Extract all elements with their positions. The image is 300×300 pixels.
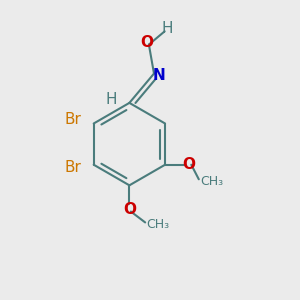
Text: N: N bbox=[153, 68, 166, 83]
Text: CH₃: CH₃ bbox=[147, 218, 170, 231]
Text: H: H bbox=[105, 92, 117, 107]
Text: H: H bbox=[162, 22, 173, 37]
Text: O: O bbox=[140, 35, 153, 50]
Text: CH₃: CH₃ bbox=[200, 175, 224, 188]
Text: O: O bbox=[182, 157, 195, 172]
Text: Br: Br bbox=[64, 112, 81, 128]
Text: O: O bbox=[123, 202, 136, 217]
Text: Br: Br bbox=[64, 160, 81, 175]
